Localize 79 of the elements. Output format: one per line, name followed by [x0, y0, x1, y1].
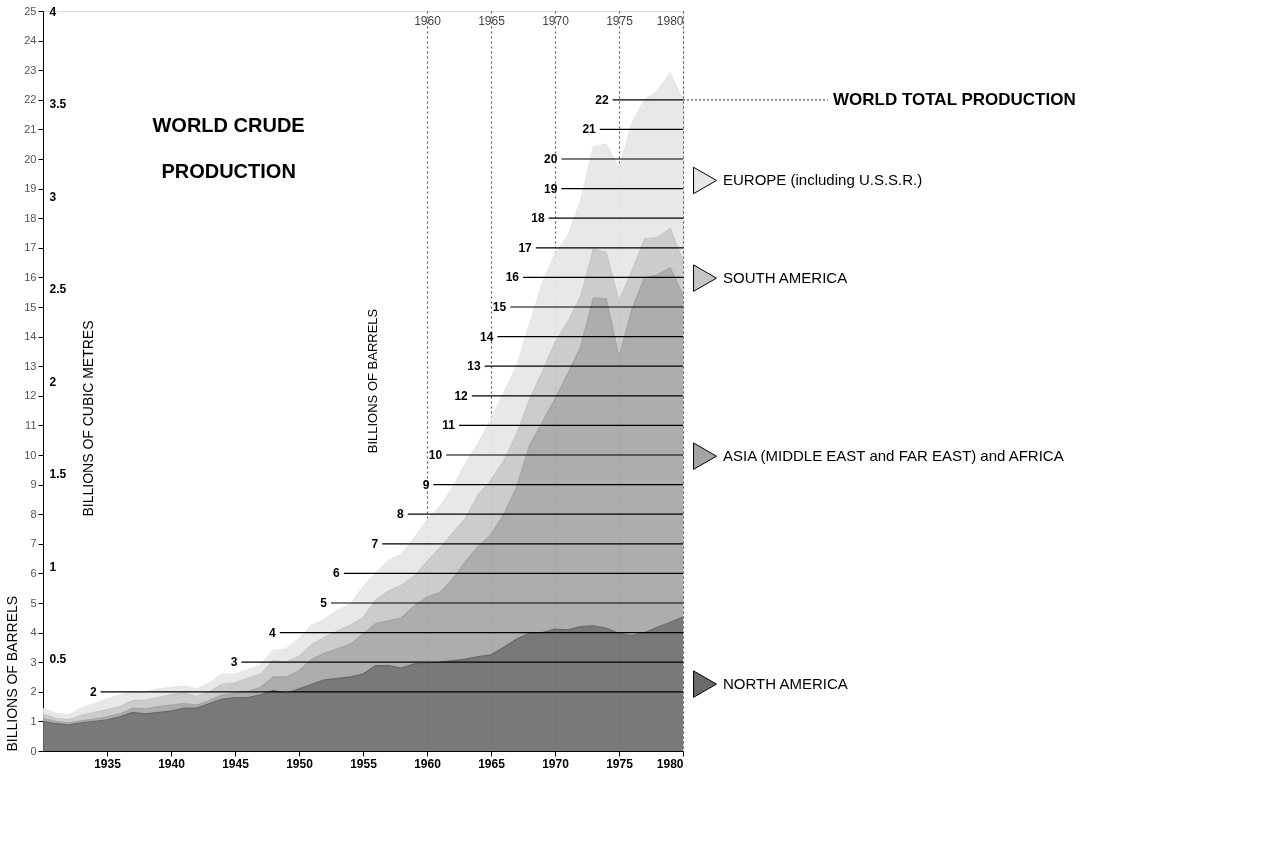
y-tick-label: 25	[24, 4, 37, 17]
y-tick-label: 5	[30, 596, 37, 609]
y-tick-label: 12	[24, 389, 37, 402]
legend-label: SOUTH AMERICA	[723, 269, 848, 287]
y-tick-label: 0	[30, 744, 37, 757]
ref-line-label: 11	[442, 418, 456, 433]
ref-line-label: 2	[89, 684, 97, 699]
y-tick-label: 1	[30, 714, 37, 727]
y-tick-label: 3	[30, 655, 37, 668]
y-tick-label: 13	[24, 359, 37, 372]
y2-tick-label: 3.5	[49, 97, 67, 111]
ref-line-label: 18	[531, 211, 545, 226]
y-tick-label: 22	[24, 93, 37, 106]
y-tick-label: 15	[24, 300, 37, 313]
y-axis-title: BILLIONS OF BARRELS	[4, 595, 21, 752]
y2-axis-title: BILLIONS OF CUBIC METRES	[79, 320, 96, 517]
y-tick-label: 8	[30, 507, 37, 520]
ref-line-label: 17	[518, 240, 533, 255]
ref-line-label: 3	[230, 655, 238, 670]
x-tick-label: 1955	[350, 756, 378, 771]
annotation: WORLD TOTAL PRODUCTION	[833, 89, 1076, 109]
ref-line-label: 7	[371, 536, 379, 551]
y2-tick-label: 4	[49, 4, 57, 19]
y-tick-label: 4	[30, 626, 37, 639]
y-tick-label: 19	[24, 182, 37, 195]
x-tick-label: 1945	[222, 756, 250, 771]
x2-tick-label: 1960	[414, 13, 442, 28]
x-tick-label: 1970	[542, 756, 570, 771]
ref-line-label: 14	[480, 329, 494, 344]
ref-line-label: 13	[467, 359, 481, 374]
x2-tick-label: 1970	[542, 13, 570, 28]
y2-tick-label: 1	[49, 559, 57, 574]
x2-tick-label: 1965	[478, 13, 506, 28]
ref-line-label: 5	[320, 596, 328, 610]
annotation: BILLIONS OF BARRELS	[364, 308, 380, 454]
y-tick-label: 23	[24, 63, 37, 76]
y2-tick-label: 0.5	[49, 652, 67, 666]
y-tick-label: 10	[24, 448, 37, 461]
chart-title: WORLD CRUDE PRODUCTION	[152, 114, 305, 182]
ref-line-label: 6	[333, 566, 341, 581]
legend-label: EUROPE (including U.S.S.R.)	[723, 171, 923, 189]
y-tick-label: 6	[30, 566, 37, 579]
legend-label: NORTH AMERICA	[723, 675, 848, 693]
ref-line-label: 20	[544, 152, 558, 166]
ref-line-label: 4	[269, 625, 277, 640]
ref-line-label: 19	[544, 181, 558, 196]
x-tick-label: 1960	[414, 756, 442, 771]
y-tick-label: 20	[24, 152, 37, 165]
ref-line-label: 8	[397, 507, 405, 522]
x-tick-label: 1965	[478, 756, 506, 771]
y-tick-label: 9	[30, 478, 37, 491]
ref-line-label: 22	[595, 92, 609, 107]
ref-line-label: 16	[505, 270, 520, 285]
y-tick-label: 11	[25, 418, 37, 431]
x-tick-label: 1980	[656, 756, 684, 771]
ref-line-label: 10	[428, 448, 443, 462]
x-tick-label: 1975	[606, 756, 634, 771]
y2-tick-label: 1.5	[49, 467, 67, 481]
x2-tick-label: 1980	[656, 13, 684, 28]
y-tick-label: 14	[24, 330, 37, 343]
legend-label: ASIA (MIDDLE EAST and FAR EAST) and AFRICA	[723, 447, 1064, 465]
y-tick-label: 21	[24, 122, 37, 135]
y2-tick-label: 2.5	[49, 282, 67, 296]
x-tick-label: 1950	[286, 756, 314, 771]
x-tick-label: 1935	[94, 756, 122, 771]
y-tick-label: 17	[24, 241, 37, 254]
x-tick-label: 1940	[158, 756, 186, 771]
ref-line-label: 21	[582, 122, 597, 137]
y-tick-label: 16	[24, 270, 37, 283]
y-tick-label: 18	[24, 211, 37, 224]
x2-tick-label: 1975	[606, 13, 634, 28]
ref-line-label: 9	[422, 477, 430, 492]
ref-line-label: 15	[492, 300, 507, 314]
y2-tick-label: 3	[49, 189, 57, 204]
y-tick-label: 7	[30, 537, 37, 550]
ref-line-label: 12	[454, 388, 469, 403]
y-tick-label: 2	[30, 685, 37, 698]
y2-tick-label: 2	[49, 374, 57, 389]
y-tick-label: 24	[24, 34, 37, 47]
